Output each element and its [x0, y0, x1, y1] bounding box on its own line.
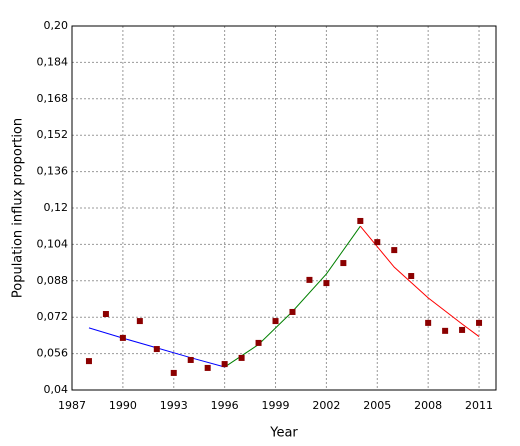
- y-tick-label: 0,136: [37, 165, 69, 178]
- data-point: [272, 318, 279, 325]
- y-tick-label: 0,072: [37, 310, 69, 323]
- data-point: [340, 260, 347, 267]
- data-point: [323, 280, 330, 287]
- y-tick-label: 0,168: [37, 92, 69, 105]
- data-point: [85, 358, 92, 365]
- data-point: [221, 361, 228, 368]
- data-point: [255, 339, 262, 346]
- y-tick-label: 0,104: [37, 237, 69, 250]
- data-point: [238, 354, 245, 361]
- x-tick-label: 1999: [262, 399, 290, 412]
- data-point: [187, 356, 194, 363]
- y-tick-label: 0,088: [37, 274, 69, 287]
- x-tick-label: 2008: [414, 399, 442, 412]
- x-tick-label: 1996: [211, 399, 239, 412]
- data-point: [391, 247, 398, 254]
- data-point: [306, 276, 313, 283]
- y-tick-label: 0,152: [37, 128, 69, 141]
- y-tick-label: 0,12: [44, 201, 69, 214]
- x-axis-title: Year: [269, 426, 298, 441]
- y-tick-label: 0,184: [37, 55, 69, 68]
- x-tick-label: 1987: [58, 399, 86, 412]
- data-point: [289, 308, 296, 315]
- y-axis-title: Population influx proportion: [11, 118, 26, 298]
- data-point: [119, 334, 126, 341]
- data-point: [425, 319, 432, 326]
- y-tick-label: 0,056: [37, 347, 69, 360]
- y-tick-label: 0,20: [44, 19, 69, 32]
- data-point: [476, 319, 483, 326]
- data-point: [204, 364, 211, 371]
- x-tick-label: 1993: [160, 399, 188, 412]
- plot-frame: [71, 25, 497, 391]
- data-point: [102, 311, 109, 318]
- data-point: [153, 346, 160, 353]
- fit-line: [224, 225, 361, 368]
- fit-line: [359, 225, 480, 337]
- data-point: [408, 273, 415, 280]
- data-point: [442, 327, 449, 334]
- data-point: [357, 217, 364, 224]
- x-tick-label: 2005: [363, 399, 391, 412]
- data-point: [374, 239, 381, 246]
- x-tick-label: 2002: [312, 399, 340, 412]
- data-point: [459, 326, 466, 333]
- data-point: [136, 318, 143, 325]
- x-tick-label: 1990: [109, 399, 137, 412]
- y-tick-label: 0,04: [44, 383, 69, 396]
- data-point: [170, 369, 177, 376]
- x-tick-label: 2011: [465, 399, 493, 412]
